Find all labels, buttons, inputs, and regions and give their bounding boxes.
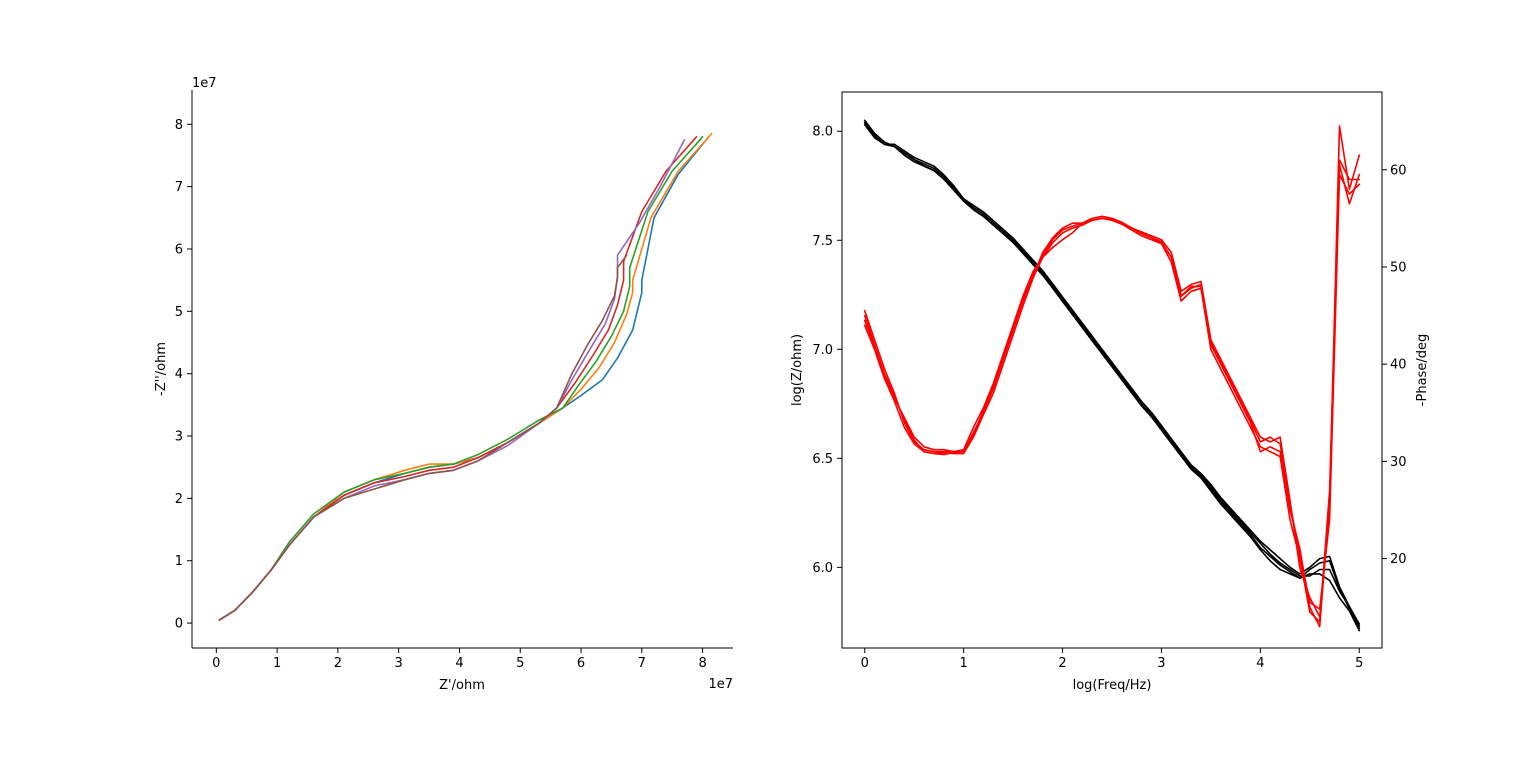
nyquist-x-tick-label: 0 xyxy=(212,656,220,671)
bode-y2-ticks: 20 30 40 50 60 xyxy=(1382,163,1407,567)
nyquist-x-tick-label: 1 xyxy=(273,656,281,671)
nyquist-x-tick-label: 3 xyxy=(395,656,403,671)
bode-series-group xyxy=(863,119,1361,632)
bode-y2-tick-label: 30 xyxy=(1390,455,1407,470)
nyquist-y-offset-label: 1e7 xyxy=(192,76,217,91)
bode-y2-tick-label: 50 xyxy=(1390,260,1407,275)
nyquist-series-line-4 xyxy=(218,136,698,621)
bode-y2-tick-label: 60 xyxy=(1390,163,1407,178)
bode-y2-axis-label: -Phase/deg xyxy=(1415,334,1430,406)
bode-y-ticks: 6.0 6.5 7.0 7.5 8.0 xyxy=(812,125,842,576)
nyquist-x-tick-label: 8 xyxy=(698,656,706,671)
bode-chart: 0 1 2 3 4 5 6.0 6.5 7.0 7.5 8.0 20 30 40 50 60 log(Fr… xyxy=(790,91,1430,693)
bode-y-tick-label: 8.0 xyxy=(812,125,833,140)
nyquist-chart: 0 1 2 3 4 5 6 7 8 0 1 2 3 4 5 6 7 8 1e7 1e7 Z'/ohm -Z''/… xyxy=(154,76,733,693)
bode-impedance-line-3 xyxy=(863,121,1361,627)
nyquist-y-tick-label: 0 xyxy=(175,617,183,632)
nyquist-series-line-2 xyxy=(218,132,713,621)
nyquist-x-offset-label: 1e7 xyxy=(708,677,733,692)
nyquist-y-tick-label: 7 xyxy=(175,180,183,195)
nyquist-y-ticks: 0 1 2 3 4 5 6 7 8 xyxy=(175,118,192,632)
nyquist-x-tick-label: 6 xyxy=(577,656,585,671)
nyquist-series-group xyxy=(218,132,713,621)
bode-x-axis-label: log(Freq/Hz) xyxy=(1073,678,1152,693)
bode-phase-line-6 xyxy=(863,164,1361,623)
nyquist-series-line-1 xyxy=(218,136,710,621)
nyquist-x-tick-label: 7 xyxy=(638,656,646,671)
nyquist-y-tick-label: 6 xyxy=(175,242,183,257)
bode-x-tick-label: 5 xyxy=(1355,656,1363,671)
bode-phase-line-5 xyxy=(863,125,1361,628)
bode-x-tick-label: 4 xyxy=(1256,656,1264,671)
bode-x-tick-label: 2 xyxy=(1058,656,1066,671)
nyquist-y-tick-label: 5 xyxy=(175,305,183,320)
bode-x-tick-label: 0 xyxy=(861,656,869,671)
nyquist-y-tick-label: 1 xyxy=(175,554,183,569)
nyquist-y-tick-label: 4 xyxy=(175,367,183,382)
nyquist-series-line-5 xyxy=(218,139,686,621)
nyquist-y-axis-label: -Z''/ohm xyxy=(154,342,169,396)
nyquist-x-axis-label: Z'/ohm xyxy=(439,678,485,693)
bode-impedance-line-4 xyxy=(863,123,1361,632)
nyquist-series-line-3 xyxy=(218,136,704,621)
nyquist-y-tick-label: 8 xyxy=(175,118,183,133)
bode-impedance-line-1 xyxy=(863,119,1361,625)
nyquist-series-line-6 xyxy=(218,254,628,621)
bode-y-tick-label: 6.5 xyxy=(812,452,833,467)
bode-x-tick-label: 3 xyxy=(1157,656,1165,671)
nyquist-y-tick-label: 2 xyxy=(175,492,183,507)
bode-phase-line-8 xyxy=(863,173,1361,610)
bode-y2-tick-label: 20 xyxy=(1390,552,1407,567)
nyquist-x-ticks: 0 1 2 3 4 5 6 7 8 xyxy=(212,648,707,671)
bode-impedance-line-2 xyxy=(863,121,1361,630)
bode-phase-line-7 xyxy=(863,159,1361,618)
bode-x-ticks: 0 1 2 3 4 5 xyxy=(861,648,1363,671)
bode-y2-tick-label: 40 xyxy=(1390,358,1407,373)
bode-y-tick-label: 7.0 xyxy=(812,343,833,358)
bode-y-tick-label: 7.5 xyxy=(812,234,833,249)
bode-frame xyxy=(841,91,1383,649)
nyquist-x-tick-label: 2 xyxy=(334,656,342,671)
bode-y-axis-label: log(Z/ohm) xyxy=(790,334,805,406)
nyquist-y-tick-label: 3 xyxy=(175,430,183,445)
nyquist-x-tick-label: 4 xyxy=(455,656,463,671)
nyquist-x-tick-label: 5 xyxy=(516,656,524,671)
bode-y-tick-label: 6.0 xyxy=(812,561,833,576)
bode-x-tick-label: 1 xyxy=(960,656,968,671)
